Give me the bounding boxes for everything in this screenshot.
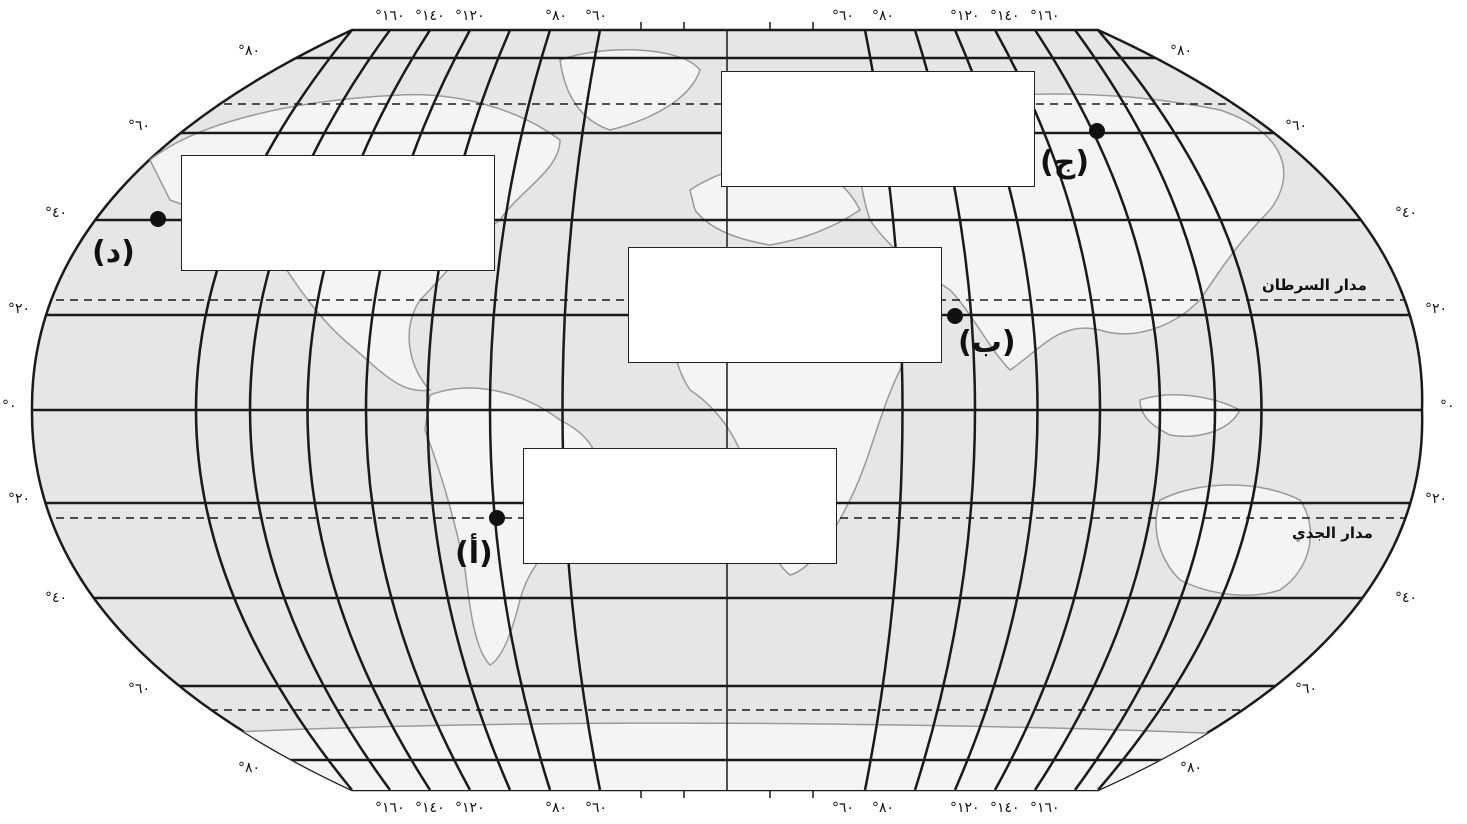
lat-label: °٤٠: [1395, 590, 1417, 606]
lat-label: °٦٠: [1295, 681, 1317, 697]
point-c-marker: [1089, 123, 1105, 139]
lat-label: °٠: [2, 398, 17, 414]
lat-label: °٢٠: [8, 301, 30, 317]
lat-label: °٦٠: [128, 118, 150, 134]
lat-label: °٨٠: [1180, 760, 1202, 776]
answer-box-d[interactable]: [181, 155, 495, 271]
lon-label: °١٤٠: [415, 800, 445, 816]
tropic-of-capricorn-label: مدار الجدي: [1292, 524, 1373, 543]
lon-label: °١٤٠: [990, 8, 1020, 24]
point-b-label: (ب): [958, 325, 1016, 360]
tick-marks: [640, 22, 814, 798]
lon-label: °١٦٠: [1030, 8, 1060, 24]
lat-label: °٨٠: [238, 760, 260, 776]
lon-label: °١٦٠: [375, 800, 405, 816]
left-latitude-labels: °٨٠ °٦٠ °٤٠ °٢٠ °٠ °٢٠ °٤٠ °٦٠ °٨٠: [2, 43, 260, 776]
lon-label: °٦٠: [585, 8, 607, 24]
right-latitude-labels: °٨٠ °٦٠ °٤٠ °٢٠ °٠ °٢٠ °٤٠ °٦٠ °٨٠: [1170, 43, 1455, 776]
lat-label: °٤٠: [1395, 205, 1417, 221]
point-d-marker: [150, 211, 166, 227]
lon-label: °١٦٠: [375, 8, 405, 24]
lat-label: °٦٠: [128, 681, 150, 697]
lon-label: °١٦٠: [1030, 800, 1060, 816]
lon-label: °١٢٠: [455, 800, 485, 816]
point-a-label: (أ): [455, 533, 493, 571]
answer-box-c[interactable]: [721, 71, 1035, 187]
lon-label: °٦٠: [585, 800, 607, 816]
lon-label: °٨٠: [872, 8, 894, 24]
bottom-longitude-labels: °١٦٠ °١٤٠ °١٢٠ °٨٠ °٦٠ °٦٠ °٨٠ °١٢٠ °١٤٠…: [375, 800, 1060, 816]
lon-label: °١٤٠: [415, 8, 445, 24]
lon-label: °٨٠: [545, 8, 567, 24]
lat-label: °٠: [1440, 398, 1455, 414]
lon-label: °٦٠: [832, 8, 854, 24]
location-points: [150, 123, 1105, 526]
lat-label: °٤٠: [45, 590, 67, 606]
answer-box-b[interactable]: [628, 247, 942, 363]
point-b-marker: [947, 308, 963, 324]
top-longitude-labels: °١٦٠ °١٤٠ °١٢٠ °٨٠ °٦٠ °٦٠ °٨٠ °١٢٠ °١٤٠…: [375, 8, 1060, 24]
lat-label: °٦٠: [1285, 118, 1307, 134]
lon-label: °٦٠: [832, 800, 854, 816]
lat-label: °٢٠: [1425, 301, 1447, 317]
lat-label: °٨٠: [1170, 43, 1192, 59]
point-a-marker: [489, 510, 505, 526]
lon-label: °١٢٠: [950, 800, 980, 816]
answer-box-a[interactable]: [523, 448, 837, 564]
lon-label: °١٢٠: [455, 8, 485, 24]
tropic-of-cancer-label: مدار السرطان: [1262, 276, 1367, 294]
lat-label: °٨٠: [238, 43, 260, 59]
lat-label: °٢٠: [8, 491, 30, 507]
lon-label: °٨٠: [545, 800, 567, 816]
lon-label: °٨٠: [872, 800, 894, 816]
lon-label: °١٢٠: [950, 8, 980, 24]
point-c-label: (ج): [1040, 145, 1089, 180]
lon-label: °١٤٠: [990, 800, 1020, 816]
lat-label: °٢٠: [1425, 491, 1447, 507]
point-d-label: (د): [92, 235, 135, 270]
lat-label: °٤٠: [45, 205, 67, 221]
